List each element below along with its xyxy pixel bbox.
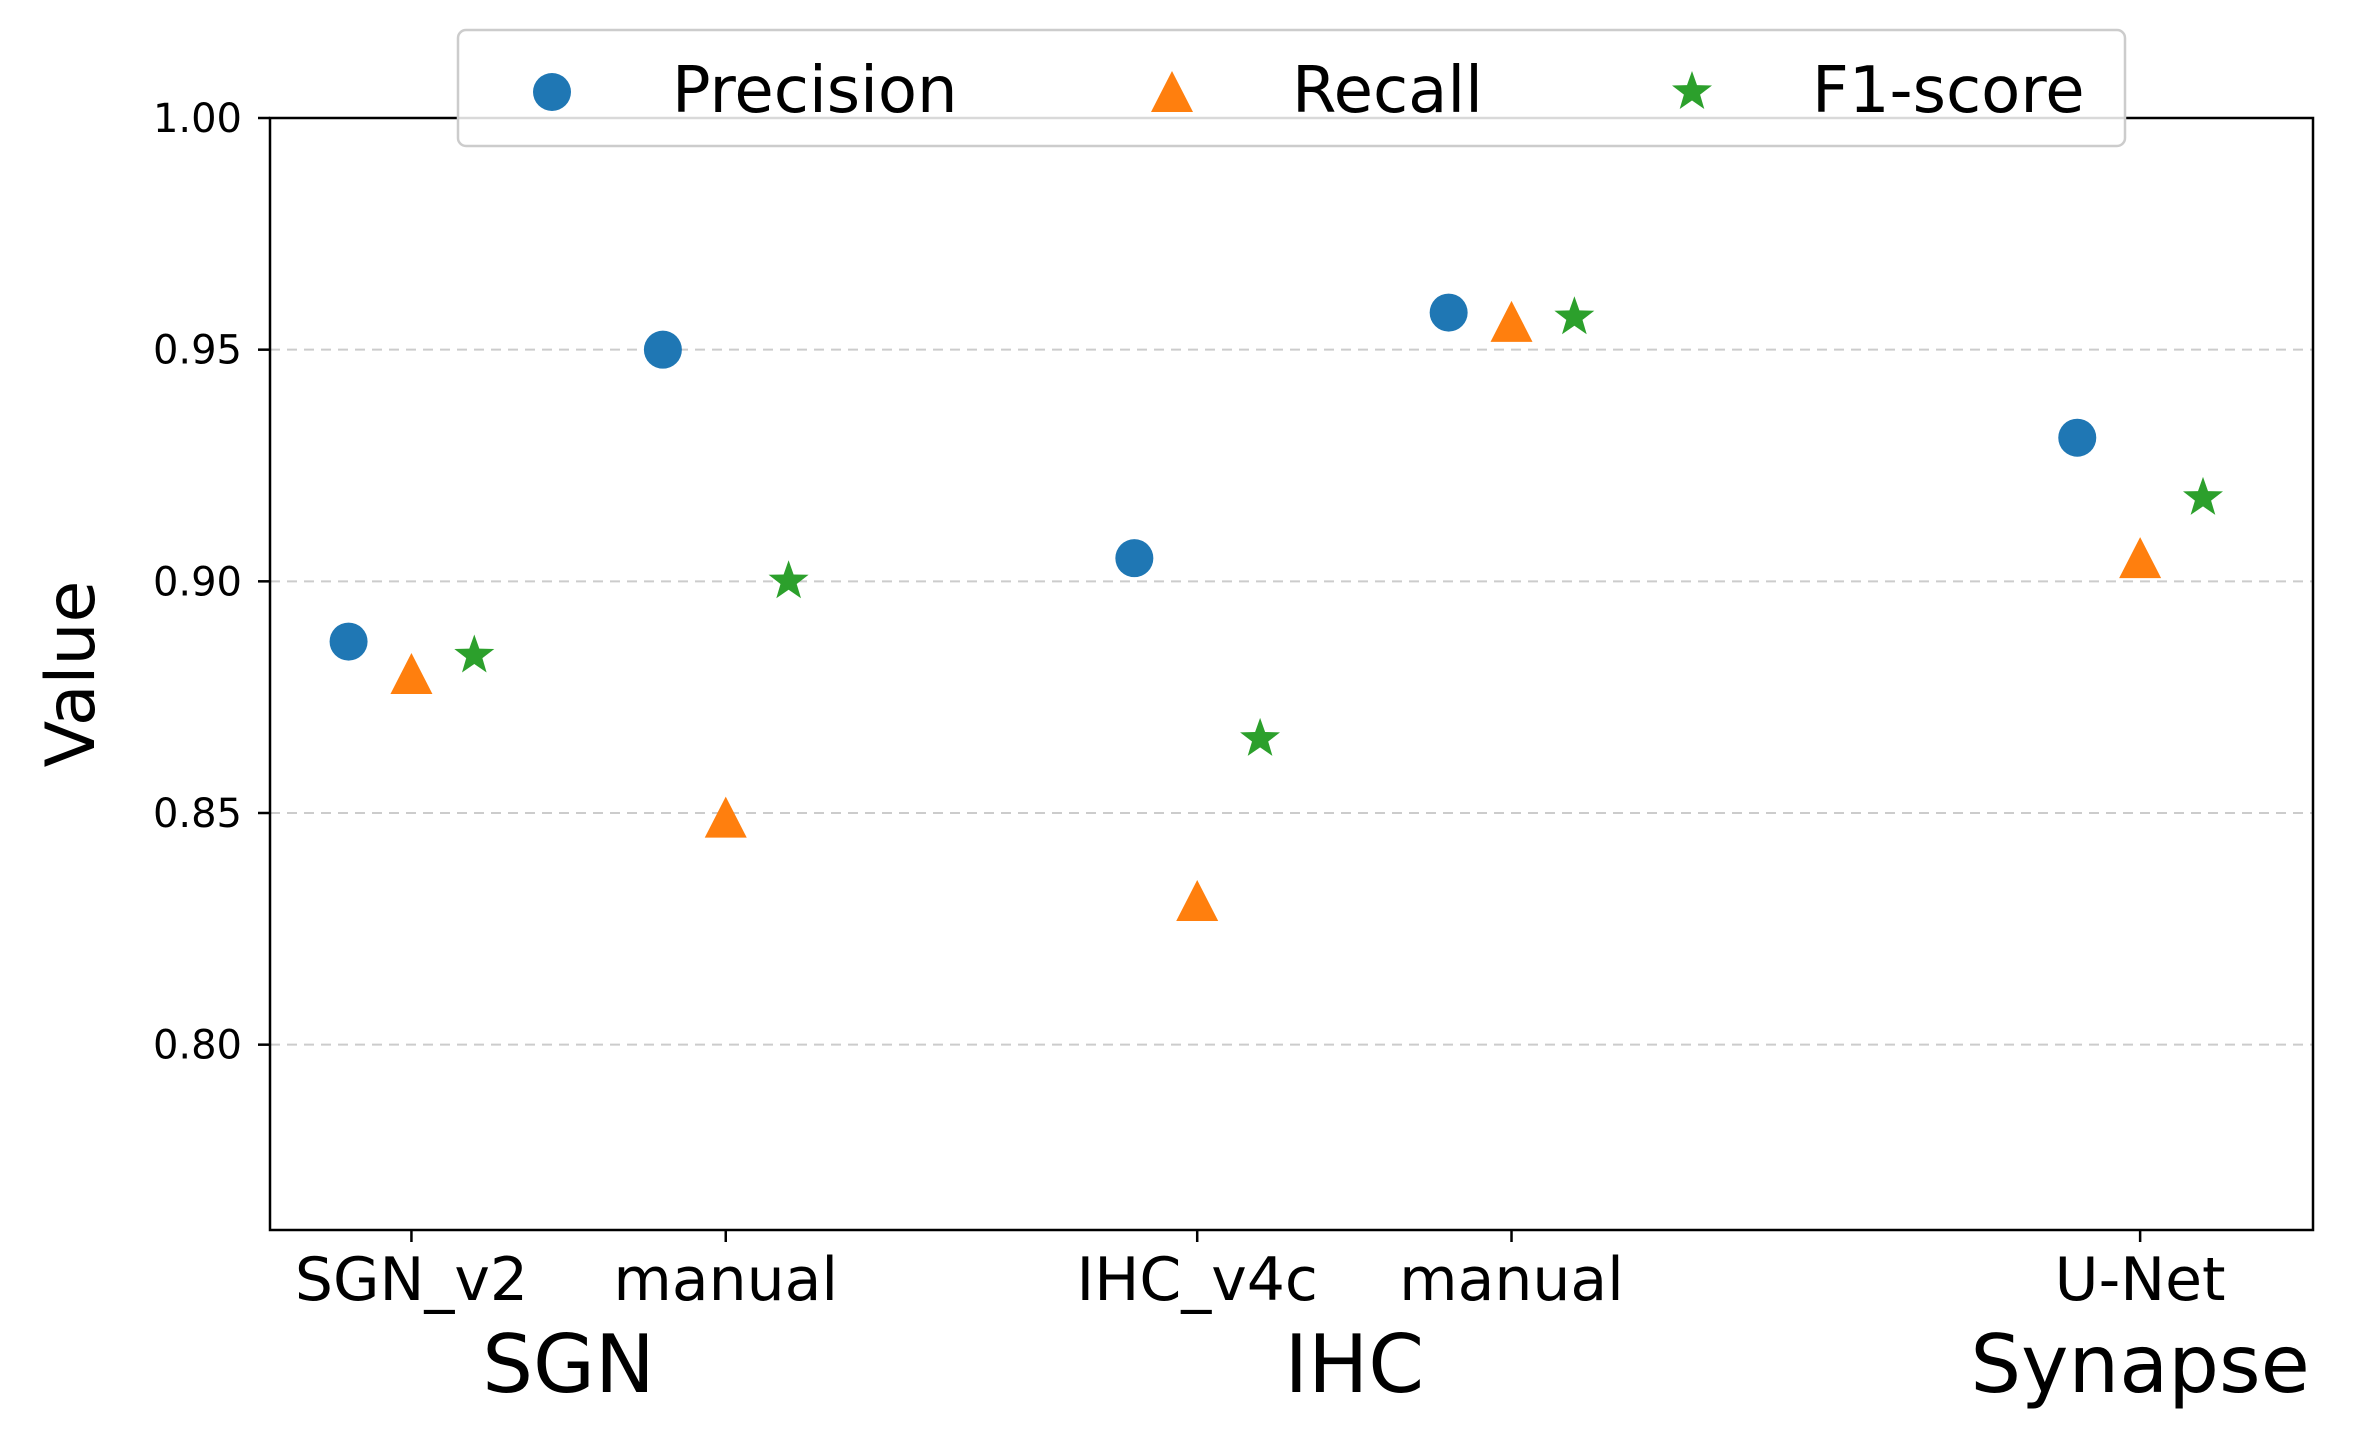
y-tick-label: 0.90 [153, 559, 242, 605]
legend-marker [1672, 71, 1712, 109]
series-f1-score [454, 296, 2223, 756]
y-axis-label: Value [32, 581, 111, 768]
data-points [329, 293, 2223, 921]
group-label: SGN [482, 1318, 655, 1411]
x-tick-label: manual [1399, 1245, 1624, 1315]
recall-point [1176, 880, 1219, 921]
grid-lines [270, 348, 2313, 1046]
recall-point [704, 796, 747, 838]
group-label: IHC [1285, 1318, 1425, 1411]
x-tick-label: SGN_v2 [295, 1245, 528, 1315]
legend: Precision Recall F1-score [456, 28, 2127, 148]
y-tick-label: 0.85 [153, 791, 242, 837]
legend-label: F1-score [1812, 54, 2085, 128]
x-tick-label: manual [613, 1245, 838, 1315]
legend-label: Precision [672, 54, 958, 128]
f1-score-point [1554, 296, 1595, 335]
y-tick-label: 0.95 [153, 328, 242, 374]
f1-score-point [2183, 476, 2223, 515]
recall-point [390, 653, 433, 694]
precision-point [643, 330, 682, 369]
recall-point [2119, 537, 2162, 579]
recall-point [1490, 300, 1533, 342]
y-tick-label: 1.00 [153, 96, 242, 142]
precision-point [329, 622, 368, 661]
legend-marker [533, 73, 571, 111]
precision-point [2058, 418, 2097, 457]
series-recall [390, 300, 2162, 921]
x-axis: SGN_v2 manual IHC_v4c manual U-Net SGN IHC Syna… [295, 1230, 2310, 1411]
legend-label: Recall [1292, 54, 1483, 128]
f1-score-point [454, 634, 495, 673]
legend-box [456, 28, 2127, 148]
x-tick-label: U-Net [2055, 1245, 2226, 1315]
group-label: Synapse [1970, 1318, 2310, 1411]
precision-point [1429, 293, 1468, 332]
plot-area-frame [268, 116, 2315, 1232]
y-axis: 0.80 0.85 0.90 0.95 1.00 [153, 96, 270, 1069]
x-tick-label: IHC_v4c [1077, 1245, 1318, 1315]
y-tick-label: 0.80 [153, 1023, 242, 1069]
f1-score-point [1240, 717, 1280, 756]
precision-point [1115, 539, 1154, 578]
f1-score-point [768, 560, 809, 599]
series-precision [329, 293, 2097, 661]
legend-marker [1151, 71, 1193, 112]
